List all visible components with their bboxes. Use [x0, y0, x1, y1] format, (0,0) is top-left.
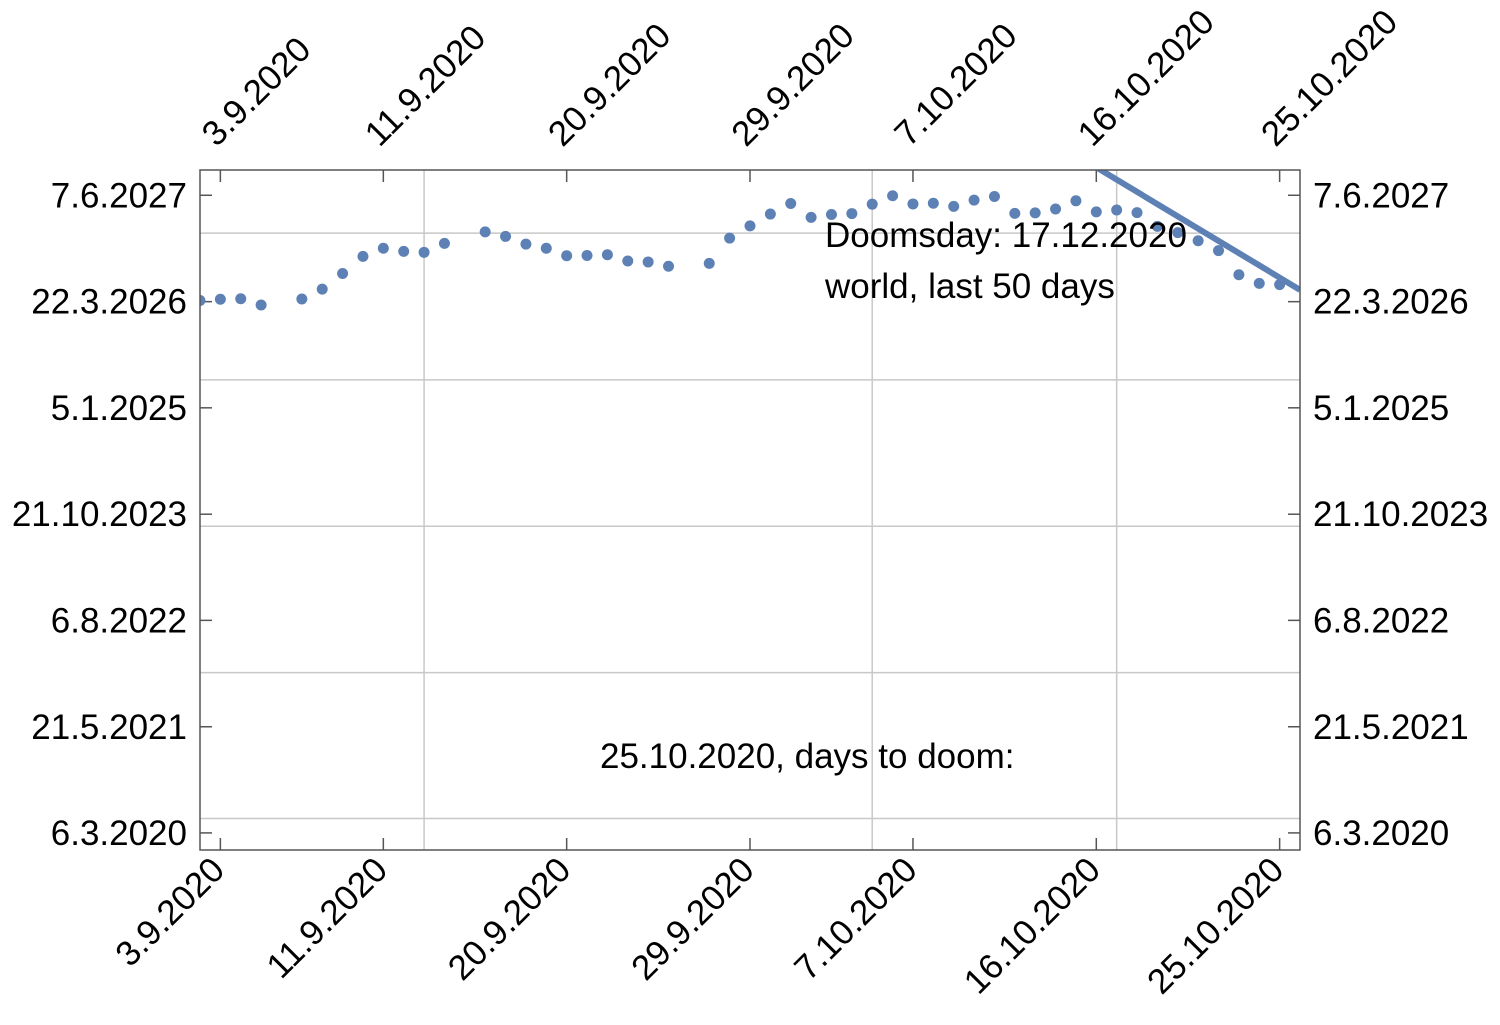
data-point — [622, 255, 634, 267]
scope-annotation: world, last 50 days — [824, 267, 1115, 306]
data-point — [1213, 245, 1225, 257]
data-point — [785, 197, 797, 209]
data-point — [1090, 206, 1102, 218]
data-point — [601, 249, 613, 261]
data-point — [377, 242, 389, 254]
data-point — [296, 293, 308, 305]
y-tick-label-right: 7.6.2027 — [1313, 176, 1449, 215]
data-point — [479, 226, 491, 238]
y-tick-label-left: 7.6.2027 — [51, 176, 187, 215]
data-point — [927, 197, 939, 209]
data-point — [1111, 204, 1123, 216]
x-tick-label-top: 16.10.2020 — [1070, 2, 1221, 153]
data-point — [1029, 207, 1041, 219]
data-point — [561, 250, 573, 262]
data-point — [1192, 235, 1204, 247]
y-tick-label-right: 5.1.2025 — [1313, 389, 1449, 428]
data-point — [866, 198, 878, 210]
data-point — [968, 194, 980, 206]
x-tick-label-top: 7.10.2020 — [887, 16, 1025, 154]
y-tick-label-right: 6.3.2020 — [1313, 814, 1449, 853]
data-point — [988, 190, 1000, 202]
data-point — [907, 198, 919, 210]
y-tick-label-right: 6.8.2022 — [1313, 601, 1449, 640]
data-point — [540, 242, 552, 254]
data-point — [1009, 207, 1021, 219]
x-tick-label-bottom: 16.10.2020 — [957, 850, 1108, 1001]
x-tick-label-bottom: 25.10.2020 — [1140, 850, 1291, 1001]
y-tick-label-left: 22.3.2026 — [31, 283, 187, 322]
data-point — [1172, 227, 1184, 239]
data-point — [724, 232, 736, 244]
data-point — [1131, 207, 1143, 219]
data-point — [235, 293, 247, 305]
y-tick-label-left: 6.3.2020 — [51, 814, 187, 853]
x-tick-label-top: 25.10.2020 — [1254, 2, 1405, 153]
data-point — [825, 209, 837, 221]
y-tick-label-left: 5.1.2025 — [51, 389, 187, 428]
data-point — [1151, 220, 1163, 232]
data-point — [357, 250, 369, 262]
x-tick-label-bottom: 7.10.2020 — [787, 850, 925, 988]
x-tick-label-top: 3.9.2020 — [194, 30, 318, 154]
data-point — [663, 260, 675, 272]
trend-line — [1094, 170, 1300, 293]
data-point — [764, 208, 776, 220]
x-tick-label-bottom: 11.9.2020 — [259, 850, 395, 986]
data-point — [1050, 203, 1062, 215]
data-point — [581, 249, 593, 261]
data-point — [1233, 269, 1245, 281]
x-tick-label-bottom: 29.9.2020 — [624, 850, 762, 988]
label-layer: 3.9.20203.9.202011.9.202011.9.202020.9.2… — [12, 2, 1488, 1001]
data-point — [438, 237, 450, 249]
data-point — [398, 245, 410, 257]
data-point — [1253, 277, 1265, 289]
x-tick-label-top: 11.9.2020 — [357, 18, 493, 154]
data-point — [1070, 195, 1082, 207]
data-point — [703, 257, 715, 269]
data-point — [744, 220, 756, 232]
grid-layer — [200, 170, 1300, 850]
data-point — [846, 208, 858, 220]
data-point — [500, 230, 512, 242]
data-point — [255, 299, 267, 311]
data-point — [214, 293, 226, 305]
y-tick-label-right: 21.5.2021 — [1313, 708, 1469, 747]
y-tick-label-right: 21.10.2023 — [1313, 495, 1488, 534]
data-point — [520, 238, 532, 250]
y-tick-label-left: 6.8.2022 — [51, 601, 187, 640]
data-point — [805, 211, 817, 223]
data-point — [316, 283, 328, 295]
plot-frame — [199, 169, 1301, 851]
data-point — [948, 200, 960, 212]
x-tick-label-bottom: 20.9.2020 — [441, 850, 579, 988]
y-tick-label-left: 21.10.2023 — [12, 495, 187, 534]
data-point — [887, 190, 899, 202]
tick-layer — [200, 170, 1300, 850]
data-point — [418, 246, 430, 258]
data-point — [200, 294, 206, 306]
y-tick-label-left: 21.5.2021 — [31, 708, 187, 747]
days-to-doom-annotation: 25.10.2020, days to doom: — [600, 737, 1014, 776]
data-point — [337, 268, 349, 280]
x-tick-label-top: 29.9.2020 — [724, 16, 862, 154]
doomsday-annotation: Doomsday: 17.12.2020 — [825, 216, 1187, 255]
data-layer — [200, 170, 1300, 311]
x-tick-label-bottom: 3.9.2020 — [108, 850, 232, 974]
data-point — [642, 256, 654, 268]
y-tick-label-right: 22.3.2026 — [1313, 283, 1469, 322]
x-tick-label-top: 20.9.2020 — [541, 16, 679, 154]
